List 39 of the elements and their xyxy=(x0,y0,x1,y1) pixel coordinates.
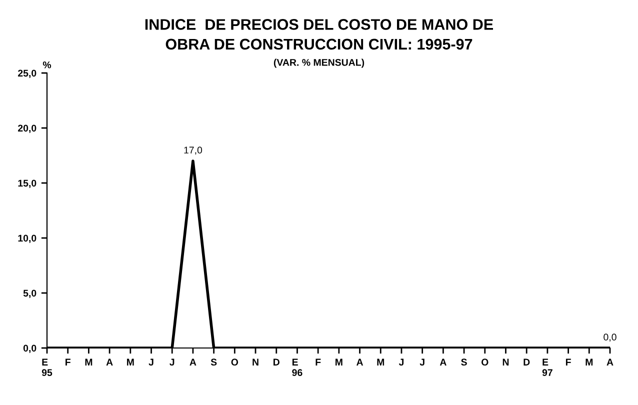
y-axis-title: % xyxy=(42,61,52,68)
x-tick-label: O xyxy=(482,358,488,366)
x-tick-label: A xyxy=(440,358,446,366)
chart-subtitle: (VAR. % MENSUAL) xyxy=(274,58,364,68)
x-tick-label: A xyxy=(106,358,113,366)
x-tick-label: D xyxy=(274,358,280,366)
x-tick-label: F xyxy=(66,358,70,366)
x-tick-label: M xyxy=(586,358,593,366)
x-tick-label: A xyxy=(190,358,196,366)
x-tick-label: N xyxy=(502,358,509,366)
x-tick-label: E 97 xyxy=(542,358,552,376)
x-tick-label: M xyxy=(85,358,92,366)
x-tick-label: F xyxy=(316,358,321,366)
x-tick-label: N xyxy=(252,358,258,366)
chart-title: INDICE DE PRECIOS DEL COSTO DE MANO DE OBRA DE CONSTRUCCION CIVIL: 1995-97 xyxy=(145,19,493,50)
y-tick-label: 10,0 xyxy=(18,234,36,244)
x-tick-label: E 95 xyxy=(42,358,52,376)
x-tick-label: D xyxy=(524,358,530,366)
x-tick-label: J xyxy=(170,358,174,366)
x-tick-label: F xyxy=(566,358,571,366)
y-tick-label: 20,0 xyxy=(18,124,36,134)
y-tick-label: 5,0 xyxy=(23,290,36,298)
x-tick-label: A xyxy=(356,358,364,366)
data-label: 17,0 xyxy=(184,146,202,155)
x-tick-label: E 96 xyxy=(292,358,302,376)
x-tick-label: M xyxy=(127,358,134,366)
x-tick-label: J xyxy=(420,358,424,366)
x-tick-label: J xyxy=(398,358,404,366)
y-tick-label: 25,0 xyxy=(18,70,36,78)
y-tick-label: 15,0 xyxy=(18,180,36,188)
data-label: 0,0 xyxy=(604,334,616,342)
y-tick-label: 0,0 xyxy=(23,344,36,354)
x-tick-label: J xyxy=(148,358,154,366)
x-tick-label: A xyxy=(606,358,614,366)
x-tick-label: M xyxy=(377,358,384,366)
x-tick-label: O xyxy=(231,358,238,366)
x-tick-label: M xyxy=(336,358,342,366)
x-tick-label: S xyxy=(461,358,467,366)
x-tick-label: S xyxy=(210,358,217,366)
